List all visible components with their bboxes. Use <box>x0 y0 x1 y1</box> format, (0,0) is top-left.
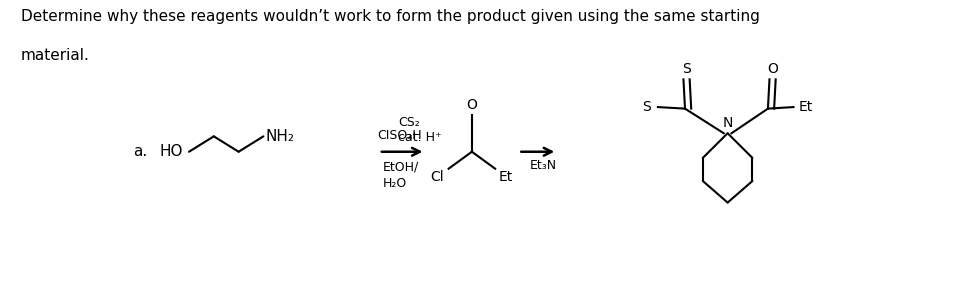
Text: CS₂: CS₂ <box>397 116 419 129</box>
Text: EtOH/: EtOH/ <box>382 161 418 174</box>
Text: material.: material. <box>21 48 90 63</box>
Text: S: S <box>681 62 690 76</box>
Text: O: O <box>766 62 778 76</box>
Text: cat. H⁺: cat. H⁺ <box>397 131 441 144</box>
Text: NH₂: NH₂ <box>266 129 294 144</box>
Text: CISO₃H: CISO₃H <box>377 129 421 142</box>
Text: Determine why these reagents wouldn’t work to form the product given using the s: Determine why these reagents wouldn’t wo… <box>21 9 760 24</box>
Text: a.: a. <box>133 144 148 159</box>
Text: O: O <box>466 98 476 112</box>
Text: Et: Et <box>798 100 812 114</box>
Text: Et: Et <box>497 170 512 184</box>
Text: N: N <box>721 116 732 130</box>
Text: Cl: Cl <box>430 170 443 184</box>
Text: S: S <box>641 100 650 114</box>
Text: H₂O: H₂O <box>382 177 407 190</box>
Text: HO: HO <box>159 144 183 159</box>
Text: Et₃N: Et₃N <box>530 159 557 172</box>
